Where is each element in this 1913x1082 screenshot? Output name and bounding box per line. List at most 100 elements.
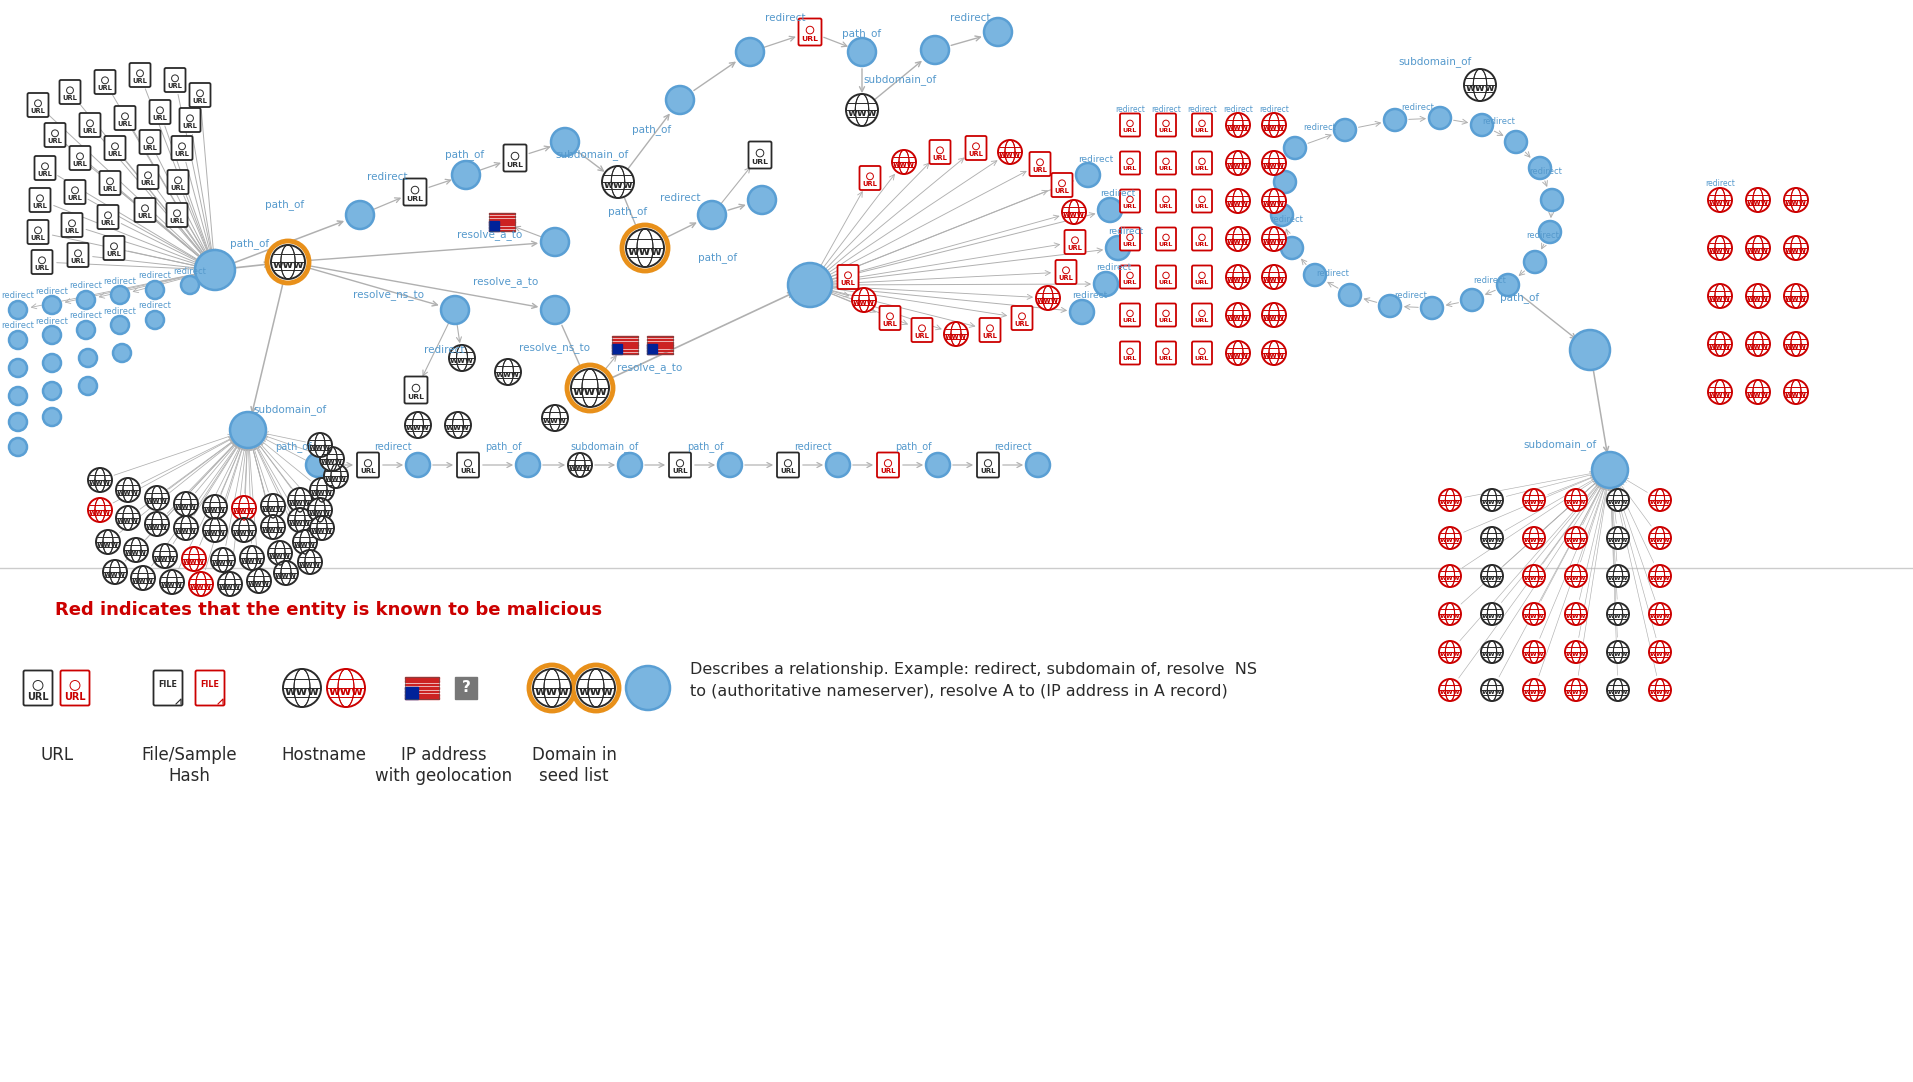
Text: redirect: redirect bbox=[36, 317, 69, 326]
Text: URL: URL bbox=[1159, 204, 1173, 209]
FancyBboxPatch shape bbox=[98, 204, 119, 229]
Text: www: www bbox=[1607, 575, 1628, 581]
Text: URL: URL bbox=[103, 186, 117, 192]
Text: subdomain_of: subdomain_of bbox=[1523, 439, 1597, 450]
Text: redirect: redirect bbox=[1108, 227, 1144, 237]
Text: www: www bbox=[285, 685, 319, 698]
Bar bbox=[406, 677, 438, 699]
Circle shape bbox=[985, 460, 991, 466]
FancyBboxPatch shape bbox=[1155, 265, 1176, 289]
Circle shape bbox=[1785, 236, 1808, 260]
Text: www: www bbox=[189, 582, 212, 591]
Circle shape bbox=[218, 572, 243, 596]
Circle shape bbox=[174, 492, 199, 516]
FancyBboxPatch shape bbox=[1064, 230, 1085, 254]
Text: URL: URL bbox=[802, 36, 819, 42]
Text: www: www bbox=[1483, 575, 1502, 581]
Circle shape bbox=[1565, 641, 1588, 663]
Circle shape bbox=[1333, 119, 1356, 141]
Circle shape bbox=[142, 204, 149, 212]
Circle shape bbox=[1439, 603, 1462, 625]
Bar bbox=[406, 677, 438, 678]
Circle shape bbox=[1439, 527, 1462, 549]
FancyBboxPatch shape bbox=[59, 80, 80, 104]
Text: URL: URL bbox=[407, 196, 423, 201]
Text: www: www bbox=[117, 516, 140, 525]
Text: redirect: redirect bbox=[367, 172, 407, 182]
Circle shape bbox=[1199, 273, 1205, 279]
Circle shape bbox=[1747, 188, 1770, 212]
Text: www: www bbox=[249, 579, 270, 588]
Text: URL: URL bbox=[932, 155, 947, 161]
Circle shape bbox=[1708, 188, 1731, 212]
Text: URL: URL bbox=[752, 159, 769, 164]
Circle shape bbox=[1439, 679, 1462, 701]
Text: URL: URL bbox=[67, 195, 82, 201]
Text: Domain in
seed list: Domain in seed list bbox=[532, 745, 616, 784]
Text: www: www bbox=[1226, 351, 1249, 359]
Text: www: www bbox=[1523, 689, 1544, 695]
FancyBboxPatch shape bbox=[103, 236, 124, 260]
Circle shape bbox=[1199, 311, 1205, 317]
FancyBboxPatch shape bbox=[65, 180, 86, 204]
Text: www: www bbox=[174, 502, 197, 511]
FancyBboxPatch shape bbox=[1119, 151, 1140, 174]
Bar bbox=[647, 337, 673, 338]
Circle shape bbox=[1607, 565, 1630, 588]
Circle shape bbox=[1439, 641, 1462, 663]
Circle shape bbox=[1481, 641, 1504, 663]
Bar bbox=[490, 213, 515, 230]
FancyBboxPatch shape bbox=[27, 220, 48, 245]
Text: URL: URL bbox=[34, 265, 50, 270]
Text: www: www bbox=[145, 496, 168, 504]
Text: redirect: redirect bbox=[1073, 291, 1108, 301]
Text: www: www bbox=[1607, 499, 1628, 505]
Text: www: www bbox=[1785, 390, 1808, 398]
Text: www: www bbox=[999, 149, 1022, 159]
FancyBboxPatch shape bbox=[859, 166, 880, 190]
Circle shape bbox=[446, 412, 471, 438]
Circle shape bbox=[42, 163, 48, 170]
Text: www: www bbox=[1785, 198, 1808, 207]
Circle shape bbox=[698, 201, 727, 229]
Circle shape bbox=[891, 150, 916, 174]
Text: www: www bbox=[1747, 390, 1770, 398]
Text: www: www bbox=[1747, 198, 1770, 207]
Circle shape bbox=[182, 276, 199, 294]
FancyBboxPatch shape bbox=[67, 243, 88, 267]
Circle shape bbox=[147, 137, 153, 144]
Text: www: www bbox=[1465, 83, 1494, 93]
Circle shape bbox=[1263, 189, 1286, 213]
Circle shape bbox=[566, 365, 612, 411]
Circle shape bbox=[77, 291, 96, 309]
Text: www: www bbox=[1649, 651, 1670, 657]
Circle shape bbox=[1058, 180, 1066, 187]
Text: www: www bbox=[1263, 313, 1286, 321]
Circle shape bbox=[1163, 348, 1169, 355]
Circle shape bbox=[844, 272, 851, 279]
Text: resolve_ns_to: resolve_ns_to bbox=[520, 343, 591, 354]
Circle shape bbox=[1498, 274, 1519, 296]
Text: www: www bbox=[1747, 342, 1770, 351]
FancyBboxPatch shape bbox=[1119, 189, 1140, 212]
Circle shape bbox=[1163, 158, 1169, 164]
Circle shape bbox=[1429, 107, 1450, 129]
Circle shape bbox=[1263, 265, 1286, 289]
FancyBboxPatch shape bbox=[978, 452, 999, 477]
Text: URL: URL bbox=[1159, 356, 1173, 361]
Circle shape bbox=[71, 187, 78, 194]
Text: www: www bbox=[1263, 199, 1286, 208]
Text: www: www bbox=[1785, 246, 1808, 254]
Circle shape bbox=[1163, 234, 1169, 240]
Text: www: www bbox=[1483, 689, 1502, 695]
Circle shape bbox=[1649, 527, 1670, 549]
Text: www: www bbox=[1440, 613, 1460, 619]
Bar bbox=[490, 227, 515, 228]
Circle shape bbox=[717, 453, 742, 477]
Text: www: www bbox=[495, 370, 520, 379]
Text: www: www bbox=[1226, 313, 1249, 321]
Text: redirect: redirect bbox=[138, 302, 172, 311]
Circle shape bbox=[1525, 251, 1546, 273]
FancyBboxPatch shape bbox=[1119, 265, 1140, 289]
Bar bbox=[490, 215, 515, 217]
